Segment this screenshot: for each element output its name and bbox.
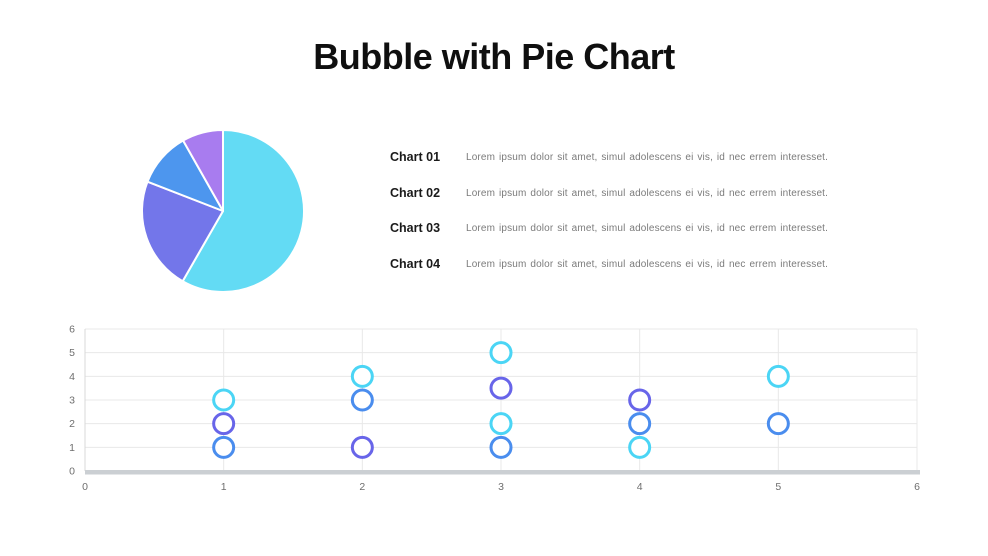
x-tick-label: 2 [359,481,365,493]
y-tick-label: 0 [69,466,75,478]
legend-item-label: Chart 04 [390,257,441,271]
y-tick-label: 5 [69,347,75,359]
x-tick-label: 1 [221,481,227,493]
bubble-cyan-series [628,435,652,459]
legend-item-description: Lorem ipsum dolor sit amet, simul adoles… [466,188,829,199]
bubble-points [212,341,790,459]
y-tick-label: 6 [69,324,75,336]
bubble-indigo-series [628,388,652,412]
legend-item-description: Lorem ipsum dolor sit amet, simul adoles… [466,223,829,234]
y-tick-label: 1 [69,442,75,454]
bubble-blue-series [628,412,652,436]
pie-legend: Chart 01 Lorem ipsum dolor sit amet, sim… [390,0,860,290]
pie-slice-1 [181,129,305,293]
x-tick-label: 0 [82,481,88,493]
bubble-blue-series [489,435,513,459]
pie-chart [141,129,305,293]
page-title: Bubble with Pie Chart [313,36,675,77]
bubble-cyan-series [350,364,374,388]
pie-slice-2 [141,180,224,283]
bubble-indigo-series [212,412,236,436]
y-tick-label: 4 [69,371,75,383]
y-tick-label: 2 [69,418,75,430]
bubble-indigo-series [350,435,374,459]
axis-tick-labels: 0 1 2 3 4 5 6 0 1 2 3 4 5 6 [69,324,920,494]
legend-item-label: Chart 03 [390,221,441,235]
pie-slice-4 [182,129,224,212]
x-tick-label: 3 [498,481,504,493]
bubble-blue-series [212,435,236,459]
legend-item-label: Chart 02 [390,186,441,200]
bubble-cyan-series [489,412,513,436]
x-tick-label: 6 [914,481,920,493]
legend-item-description: Lorem ipsum dolor sit amet, simul adoles… [466,152,829,163]
bubble-cyan-series [489,341,513,365]
bubble-blue-series [350,388,374,412]
bubble-blue-series [766,412,790,436]
legend-item-description: Lorem ipsum dolor sit amet, simul adoles… [466,259,829,270]
bubble-cyan-series [212,388,236,412]
legend-item-label: Chart 01 [390,150,441,164]
y-tick-label: 3 [69,395,75,407]
bubble-indigo-series [489,376,513,400]
x-tick-label: 4 [637,481,643,493]
bubble-cyan-series [766,364,790,388]
x-tick-label: 5 [775,481,781,493]
x-axis-baseline-bar [85,470,920,475]
